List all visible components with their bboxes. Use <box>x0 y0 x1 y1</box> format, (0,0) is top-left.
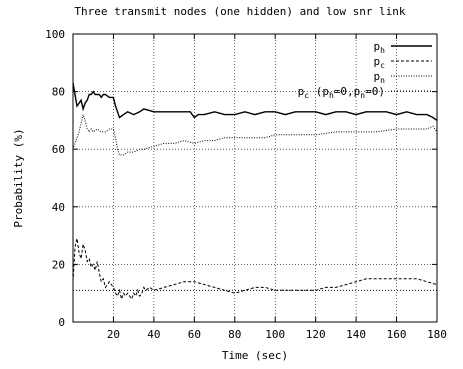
x-tick-label: 180 <box>427 328 447 341</box>
series-line-ph <box>72 82 438 121</box>
x-tick-label: 140 <box>346 328 366 341</box>
y-axis-label: Probability (%) <box>12 128 25 227</box>
x-axis-label: Time (sec) <box>222 349 288 362</box>
x-tick-label: 60 <box>188 328 201 341</box>
legend-label-pn: pn <box>374 70 386 85</box>
x-tick-label: 20 <box>107 328 120 341</box>
y-tick-label: 0 <box>58 316 65 329</box>
legend-label-ph: ph <box>374 40 386 55</box>
gridlines <box>73 34 437 322</box>
series-line-pn <box>72 112 438 156</box>
y-tick-label: 80 <box>52 86 65 99</box>
series-group <box>72 82 438 301</box>
y-tick-label: 40 <box>52 201 65 214</box>
y-tick-label: 60 <box>52 143 65 156</box>
legend-label-reference: pc (ph=0,pn=0) <box>298 85 385 100</box>
chart-title: Three transmit nodes (one hidden) and lo… <box>74 5 406 18</box>
plot-frame <box>72 33 438 323</box>
x-tick-label: 120 <box>306 328 326 341</box>
legend-label-pc: pc <box>374 55 386 70</box>
x-tick-label: 160 <box>387 328 407 341</box>
ticks-group: 0 20 40 60 80 100 20 40 60 80 100 120 140 160 180 <box>45 28 447 341</box>
y-tick-label: 20 <box>52 258 65 271</box>
x-tick-label: 100 <box>265 328 285 341</box>
series-line-pc <box>72 238 438 301</box>
x-tick-label: 40 <box>147 328 160 341</box>
x-tick-label: 80 <box>228 328 241 341</box>
y-tick-label: 100 <box>45 28 65 41</box>
